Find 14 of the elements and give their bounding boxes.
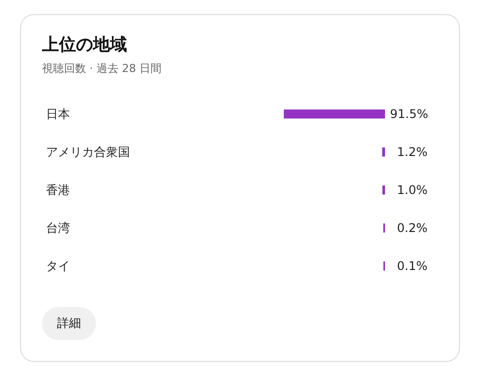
y-tick-label: 日本 bbox=[46, 107, 70, 122]
text: 視聴回数 · 過去 28 日間 bbox=[42, 61, 162, 76]
data-label: 1.2% bbox=[397, 145, 428, 159]
text: 上位の地域 bbox=[42, 34, 127, 56]
y-tick-label: 香港 bbox=[46, 183, 70, 198]
data-label: 0.1% bbox=[397, 259, 428, 273]
y-tick-label: アメリカ合衆国 bbox=[46, 145, 130, 160]
text: 詳細 bbox=[42, 307, 96, 340]
y-tick-label: タイ bbox=[46, 259, 70, 274]
data-label: 1.0% bbox=[397, 183, 428, 197]
bar bbox=[284, 109, 385, 119]
data-label: 0.2% bbox=[397, 221, 428, 235]
data-label: 91.5% bbox=[390, 107, 428, 121]
y-tick-label: 台湾 bbox=[46, 221, 70, 236]
